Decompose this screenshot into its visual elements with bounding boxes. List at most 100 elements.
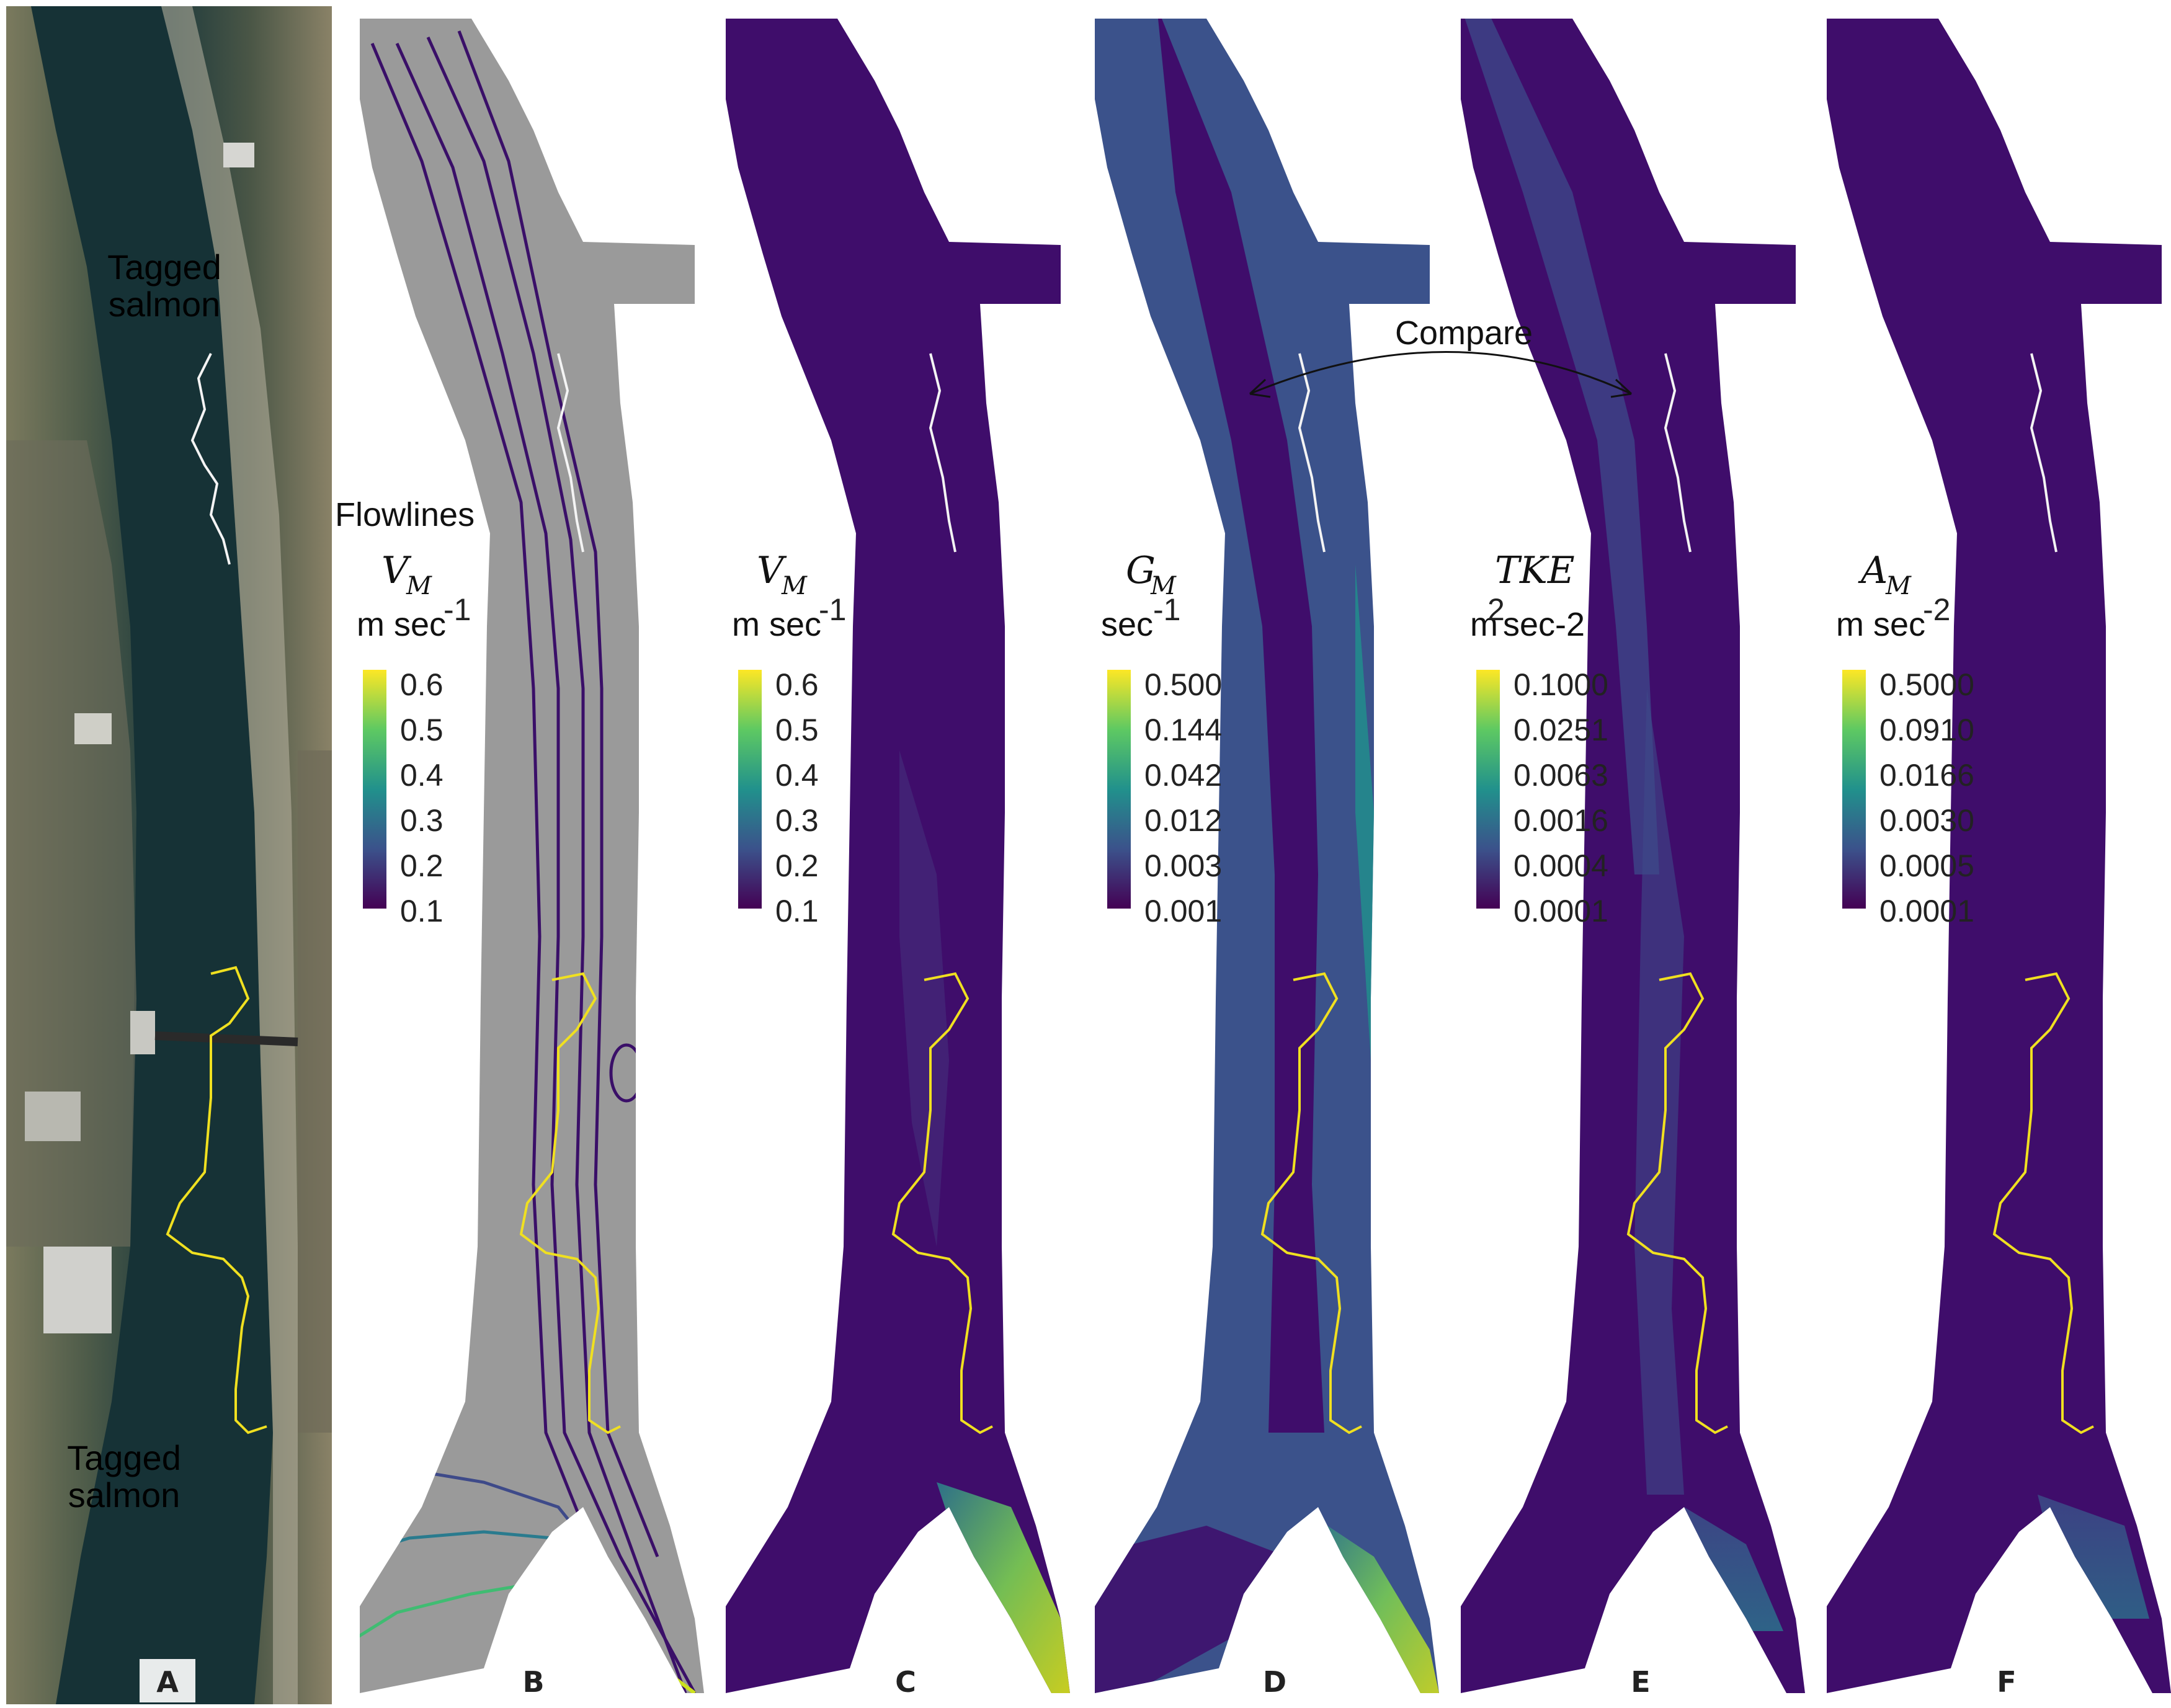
salmon-track-white <box>929 353 956 553</box>
legend-variable: V <box>757 549 787 592</box>
flowline <box>395 42 697 1693</box>
colorbar-tick-label: 0.003 <box>1144 848 1222 883</box>
panel-a-satellite: Tagged salmon Tagged salmon A <box>6 6 332 1704</box>
panel-letter-d: D <box>1263 1665 1286 1699</box>
roadway <box>161 6 298 1704</box>
arrowhead-left <box>1249 378 1271 398</box>
colorbar-tick-label: 0.001 <box>1144 894 1222 928</box>
legend-variable-subscript: M <box>1885 572 1912 600</box>
colorbar-tick-label: 0.144 <box>1144 713 1222 747</box>
legend-f: AMm sec-2 0.5000 0.0910 0.0166 0.0030 0.0005 0… <box>1836 549 1974 928</box>
legend-variable: TKE <box>1495 549 1575 592</box>
panel-letter-e: E <box>1631 1665 1650 1699</box>
panel-d-gradient-map: D <box>1095 19 1439 1699</box>
flowlines-title: Flowlines <box>335 496 475 533</box>
colorbar-tick-label: 0.4 <box>400 758 444 793</box>
legend-unit-exponent: -1 <box>1153 592 1180 627</box>
flowline <box>426 36 687 1693</box>
colorbar-tick-label: 0.500 <box>1144 667 1222 702</box>
river-water <box>31 6 273 1704</box>
colorbar-tick-label: 0.3 <box>400 803 444 838</box>
legend-variable-subscript: M <box>1150 572 1177 600</box>
compare-annotation: Compare <box>1249 314 1633 398</box>
building <box>74 713 112 744</box>
panel-letter-a: A <box>156 1665 179 1699</box>
salmon-track-yellow <box>166 966 267 1434</box>
salmon-track-yellow <box>1626 972 1728 1434</box>
field-highlights <box>1095 19 1439 1693</box>
colorbar-tick-label: 0.0166 <box>1879 758 1974 793</box>
bridge <box>154 1031 298 1046</box>
legend-variable-subscript: M <box>781 572 808 600</box>
building <box>25 1092 81 1141</box>
salmon-track-white <box>2030 353 2057 553</box>
low-gradient-core <box>1157 19 1324 1433</box>
colorbar-tick-label: 0.1 <box>775 894 819 928</box>
legend-unit-exponent: -1 <box>819 592 846 627</box>
colorbar-tick-label: 0.012 <box>1144 803 1222 838</box>
salmon-track-yellow <box>1260 972 1362 1434</box>
panel-f-acceleration-map: F <box>1827 19 2171 1699</box>
building <box>130 1011 155 1054</box>
colorbar-tick-label: 0.0005 <box>1879 848 1974 883</box>
colorbar-tick-label: 0.0001 <box>1879 894 1974 928</box>
sat-label-top-2: salmon <box>109 285 221 324</box>
panel-letter-bg <box>140 1659 195 1702</box>
colorbar-tick-label: 0.0016 <box>1513 803 1608 838</box>
colorbar <box>363 670 386 909</box>
high-gradient-zone <box>1318 1519 1439 1693</box>
flowline <box>457 30 659 1557</box>
colorbar-tick-label: 0.2 <box>775 848 819 883</box>
compare-arrow <box>1249 351 1632 395</box>
legend-unit: m sec <box>1836 606 1925 643</box>
legend-unit-exponent: -1 <box>444 592 471 627</box>
colorbar-tick-label: 0.1 <box>400 894 444 928</box>
legend-unit: m sec <box>732 606 821 643</box>
colorbar-tick-label: 0.0063 <box>1513 758 1608 793</box>
colorbar-tick-label: 0.4 <box>775 758 819 793</box>
colorbar-tick-label: 0.042 <box>1144 758 1222 793</box>
sat-label-bottom-2: salmon <box>68 1475 181 1515</box>
high-velocity-zone <box>937 1482 1070 1693</box>
panel-letter-c: C <box>895 1665 916 1699</box>
colorbar-tick-label: 0.6 <box>400 667 444 702</box>
legend-unit: m sec <box>357 606 446 643</box>
compare-label: Compare <box>1395 314 1533 352</box>
salmon-track-white <box>1664 353 1692 553</box>
salmon-track-white <box>1298 353 1326 553</box>
legend-e: TKE m2 sec-2 0.1000 0.0251 0.0063 0.0016 0.000… <box>1470 549 1608 928</box>
building <box>43 1247 112 1333</box>
panel-b-flowlines: B <box>360 19 704 1699</box>
arrowhead-right <box>1610 378 1633 398</box>
salmon-track-yellow <box>519 972 621 1434</box>
tke-hot-zone <box>1684 1507 1783 1631</box>
tke-band <box>1634 688 1684 1495</box>
colorbar-tick-label: 0.5000 <box>1879 667 1974 702</box>
acceleration-hot-zone <box>2038 1495 2149 1619</box>
field-highlights <box>1461 19 1783 1631</box>
legend-variable: A <box>1858 549 1888 592</box>
sat-label-top-1: Tagged <box>107 247 221 287</box>
panel-c-velocity-map: C <box>726 19 1070 1699</box>
colorbar-tick-label: 0.0910 <box>1879 713 1974 747</box>
salmon-track-yellow <box>891 972 993 1434</box>
flowline <box>370 43 672 1693</box>
colorbar <box>1107 670 1131 909</box>
building <box>223 143 254 167</box>
colorbar-tick-label: 0.0001 <box>1513 894 1608 928</box>
tke-band <box>1461 19 1659 874</box>
colorbar <box>738 670 762 909</box>
colorbar-tick-label: 0.0251 <box>1513 713 1608 747</box>
river-field <box>1827 19 2171 1693</box>
salmon-track-white <box>190 353 231 565</box>
colorbar-tick-label: 0.1000 <box>1513 667 1608 702</box>
legend-c: VMm sec-1 0.6 0.5 0.4 0.3 0.2 0.1 <box>732 549 846 928</box>
panel-letter-f: F <box>1997 1665 2016 1699</box>
urban-area <box>6 440 136 1247</box>
urban-area-east <box>298 750 332 1433</box>
flowlines <box>360 30 697 1693</box>
panel-e-tke-map: E <box>1461 19 1805 1699</box>
